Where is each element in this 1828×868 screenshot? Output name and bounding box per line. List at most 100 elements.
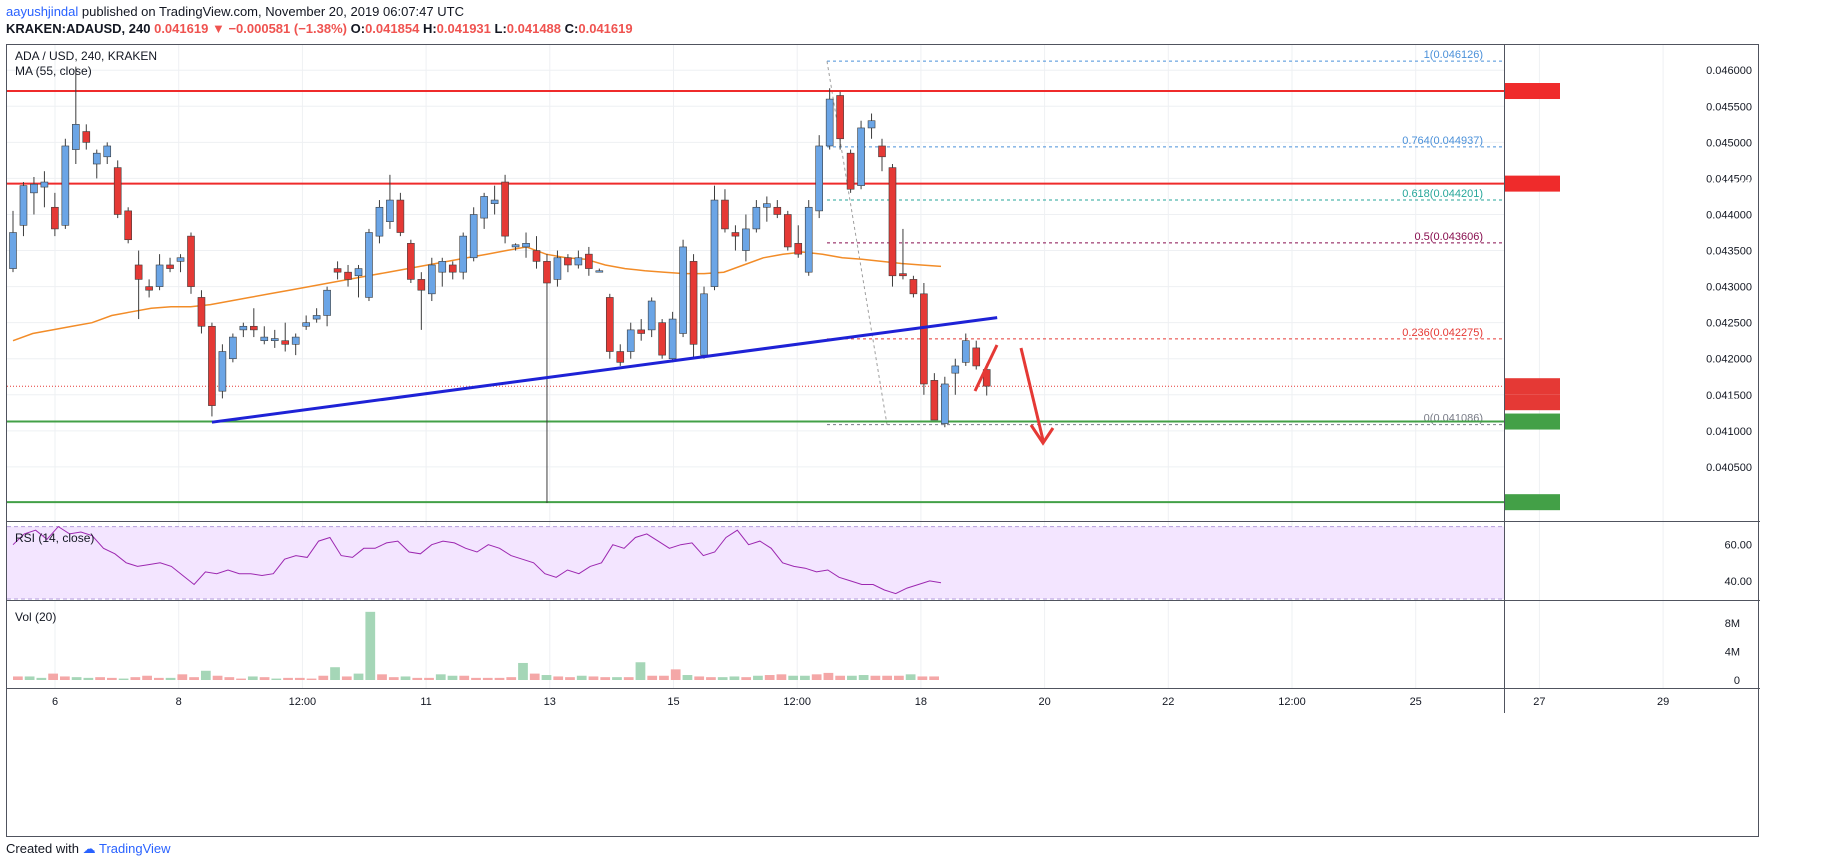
tradingview-brand-link[interactable]: TradingView	[99, 841, 171, 856]
volume-legend: Vol (20)	[15, 610, 57, 624]
volume-bar	[494, 677, 505, 680]
candle	[930, 373, 939, 421]
candle	[920, 283, 928, 395]
volume-bar	[459, 675, 470, 680]
candle-body	[396, 199, 405, 233]
candle-body	[145, 286, 153, 291]
candle-body	[176, 257, 185, 262]
candle-body	[19, 185, 28, 226]
price-tag-box	[1505, 494, 1560, 511]
ma-legend: MA (55, close)	[15, 64, 92, 78]
candle-body	[752, 206, 761, 230]
candle-body	[794, 243, 803, 255]
candle-body	[836, 95, 844, 140]
volume-bar	[318, 675, 329, 680]
candle-body	[229, 336, 237, 360]
volume-bar	[729, 676, 740, 680]
author-link[interactable]: aayushjindal	[6, 4, 79, 19]
price-tag-box	[1505, 378, 1560, 395]
candle-body	[825, 98, 834, 147]
volume-bar	[412, 677, 423, 680]
candle	[574, 250, 583, 269]
volume-bar	[259, 677, 270, 680]
candle-body	[668, 318, 677, 360]
volume-bar	[717, 677, 728, 680]
candle	[333, 261, 342, 280]
candle	[113, 160, 122, 219]
x-tick-label: 27	[1533, 696, 1545, 708]
candle	[626, 322, 635, 359]
volume-bar	[95, 677, 105, 680]
candle	[804, 200, 813, 276]
high-value: 0.041931	[436, 21, 491, 36]
volume-bar	[330, 667, 340, 680]
candle	[480, 192, 488, 229]
price-tag-label: 0.041129	[1711, 417, 1756, 429]
volume-bar	[341, 676, 352, 680]
volume-bar	[294, 677, 305, 680]
candle	[721, 189, 729, 233]
candle-body	[899, 273, 907, 277]
candle-body	[637, 329, 646, 334]
candle-body	[804, 206, 813, 273]
volume-bar	[894, 675, 904, 680]
candle	[941, 376, 949, 428]
candle	[396, 192, 405, 237]
x-tick-label: 25	[1410, 696, 1422, 708]
candle	[731, 225, 740, 251]
y-tick-label: 0.046000	[1706, 65, 1752, 77]
candle-body	[595, 270, 604, 273]
candle	[668, 311, 677, 363]
candle	[794, 225, 803, 258]
candle-body	[511, 244, 520, 248]
fib-level-label: 1(0.046126)	[1424, 49, 1483, 61]
volume-bar	[741, 677, 752, 680]
volume-bar	[917, 676, 928, 680]
volume-bar	[306, 678, 317, 680]
y-tick-label: 0.044000	[1706, 209, 1752, 221]
volume-bar	[753, 675, 763, 680]
volume-bar	[400, 676, 411, 680]
fib-level-label: 0.236(0.042275)	[1402, 327, 1483, 339]
volume-bar	[788, 675, 799, 680]
candle	[344, 264, 352, 287]
volume-bar	[224, 677, 235, 680]
candle	[878, 138, 886, 172]
candle-body	[700, 293, 708, 356]
chart-area[interactable]: 0.046000 0.045500 0.045000 0.044500 0.044000…	[6, 44, 1760, 838]
volume-tick-label: 4M	[1725, 647, 1740, 659]
candle	[250, 308, 258, 338]
candle	[9, 210, 17, 273]
volume-bar	[858, 675, 869, 680]
candle-body	[260, 336, 269, 341]
projection-arrow-up	[973, 344, 999, 392]
rsi-tick-label: 60.00	[1724, 540, 1752, 552]
candle-body	[9, 232, 17, 269]
candle-body	[888, 167, 897, 277]
candle-body	[930, 380, 939, 421]
volume-bar	[177, 674, 188, 680]
candle	[51, 192, 59, 237]
candle	[218, 344, 227, 399]
publish-line: aayushjindal published on TradingView.co…	[6, 4, 464, 19]
candle-body	[920, 293, 928, 385]
x-tick-label: 22	[1162, 696, 1174, 708]
volume-bar	[471, 677, 481, 680]
candle	[564, 254, 572, 273]
candle-body	[291, 336, 300, 345]
x-tick-label: 11	[420, 696, 431, 708]
x-tick-label: 18	[915, 696, 927, 708]
volume-bar	[882, 675, 893, 680]
volume-bar	[612, 677, 622, 680]
change-value: −0.000581 (−1.38%)	[228, 21, 347, 36]
candle-body	[40, 181, 49, 188]
volume-bar	[24, 676, 35, 680]
candle	[511, 243, 520, 251]
x-tick-label: 13	[544, 696, 556, 708]
candle-body	[365, 232, 373, 298]
volume-bar	[647, 675, 658, 680]
volume-bar	[59, 676, 70, 680]
chart-svg[interactable]: 0.046000 0.045500 0.045000 0.044500 0.044000…	[7, 45, 1760, 838]
candle-body	[543, 261, 551, 284]
candle	[239, 322, 248, 338]
